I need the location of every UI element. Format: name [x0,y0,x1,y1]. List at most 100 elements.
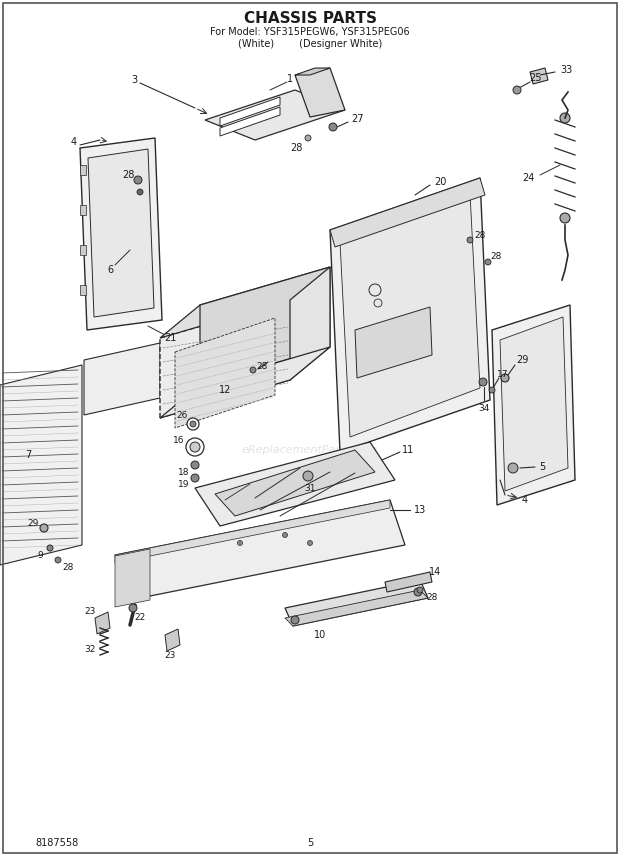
Polygon shape [215,450,375,516]
Text: 28: 28 [490,252,502,260]
Text: 24: 24 [522,173,534,183]
Polygon shape [115,500,390,563]
Polygon shape [195,442,395,526]
Circle shape [190,421,196,427]
Text: 19: 19 [179,479,190,489]
Circle shape [40,524,48,532]
Circle shape [489,387,495,393]
Polygon shape [290,267,330,380]
Circle shape [250,367,256,373]
Text: 5: 5 [307,838,313,848]
Text: eReplacementParts.com: eReplacementParts.com [242,445,378,455]
Text: (White)        (Designer White): (White) (Designer White) [238,39,382,49]
Text: 13: 13 [414,505,426,515]
Text: 12: 12 [219,385,231,395]
Text: 4: 4 [522,495,528,505]
Text: 23: 23 [164,651,175,661]
Circle shape [479,378,487,386]
Text: 23: 23 [84,607,95,615]
Circle shape [467,237,473,243]
Text: 9: 9 [37,550,43,560]
Circle shape [187,418,199,430]
Text: 22: 22 [135,614,146,622]
Polygon shape [0,365,82,565]
Circle shape [129,604,137,612]
Text: 28: 28 [474,230,485,240]
Circle shape [329,123,337,131]
Polygon shape [205,90,345,140]
Text: 21: 21 [164,333,176,343]
Circle shape [137,189,143,195]
Text: 25: 25 [529,73,541,83]
Polygon shape [160,347,330,418]
Text: 4: 4 [71,137,77,147]
Polygon shape [492,305,575,505]
Polygon shape [80,165,86,175]
Circle shape [47,545,53,551]
Polygon shape [295,68,330,75]
Text: 28: 28 [290,143,302,153]
Polygon shape [175,318,275,428]
Polygon shape [220,107,280,136]
Text: 27: 27 [352,114,365,124]
Polygon shape [80,205,86,215]
Polygon shape [160,267,330,338]
Text: For Model: YSF315PEGW6, YSF315PEG06: For Model: YSF315PEGW6, YSF315PEG06 [210,27,410,37]
Text: 10: 10 [314,630,326,640]
Text: 28: 28 [122,170,134,180]
Text: 3: 3 [131,75,137,85]
Text: 34: 34 [478,403,490,413]
Circle shape [303,471,313,481]
Text: 11: 11 [402,445,414,455]
Polygon shape [285,590,428,626]
Circle shape [237,540,242,545]
Text: 20: 20 [434,177,446,187]
Polygon shape [95,612,110,634]
Text: 32: 32 [84,645,95,655]
Circle shape [560,113,570,123]
Text: 33: 33 [560,65,572,75]
Text: 28: 28 [427,593,438,603]
Polygon shape [385,572,432,592]
Circle shape [414,588,422,596]
Text: 8187558: 8187558 [35,838,78,848]
Polygon shape [530,68,548,84]
Text: 28: 28 [256,361,268,371]
Text: 17: 17 [497,370,509,378]
Circle shape [501,374,509,382]
Text: 16: 16 [173,436,185,444]
Text: 14: 14 [429,567,441,577]
Text: 7: 7 [25,450,31,460]
Text: CHASSIS PARTS: CHASSIS PARTS [244,10,376,26]
Circle shape [305,135,311,141]
Text: 28: 28 [63,563,74,573]
Polygon shape [285,580,428,626]
Circle shape [191,461,199,469]
Text: 26: 26 [176,411,188,419]
Circle shape [417,587,423,593]
Polygon shape [220,97,280,126]
Polygon shape [84,343,160,415]
Polygon shape [160,300,290,418]
Polygon shape [295,68,345,117]
Polygon shape [355,307,432,378]
Text: 18: 18 [179,467,190,477]
Circle shape [560,213,570,223]
Polygon shape [330,178,485,247]
Circle shape [508,463,518,473]
Text: 29: 29 [516,355,528,365]
Polygon shape [500,317,568,491]
Circle shape [485,259,491,265]
Polygon shape [165,629,180,651]
Polygon shape [340,193,480,437]
Polygon shape [115,549,150,607]
Text: 31: 31 [304,484,316,492]
Circle shape [283,532,288,538]
Polygon shape [80,138,162,330]
Polygon shape [88,149,154,317]
Polygon shape [200,267,330,385]
Polygon shape [330,178,490,452]
Text: 5: 5 [539,462,545,472]
Circle shape [513,86,521,94]
Polygon shape [80,285,86,295]
